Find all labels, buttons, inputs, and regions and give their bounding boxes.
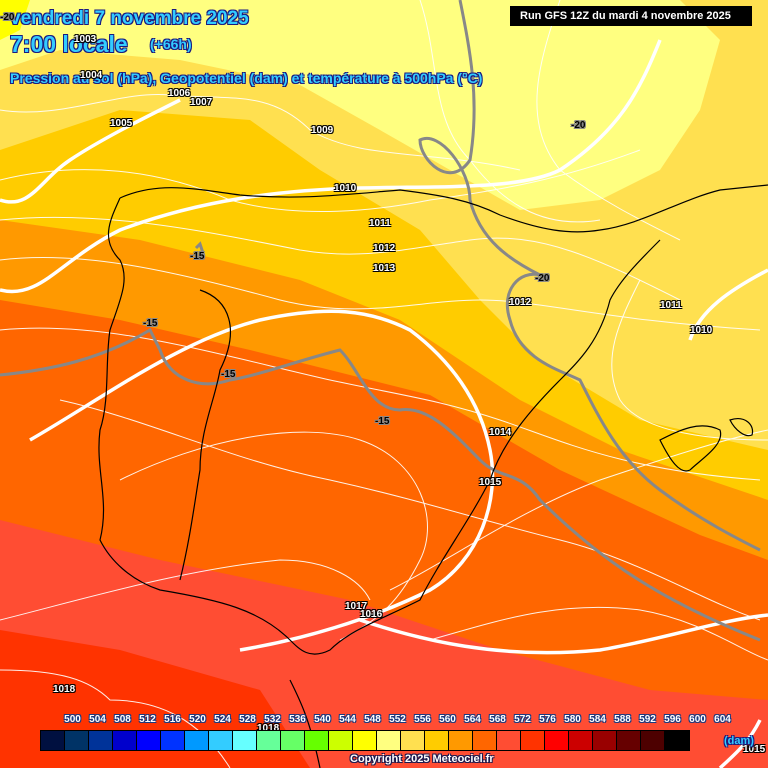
isobar-label: 1011 (660, 300, 682, 311)
legend-unit: (dam) (724, 735, 754, 747)
forecast-date: vendredi 7 novembre 2025 (10, 8, 249, 29)
legend-tick: 568 (489, 714, 506, 725)
isotherm-label: -20 (535, 273, 550, 284)
isobar-label: 1018 (53, 684, 76, 695)
legend-swatch (89, 731, 113, 750)
legend-tick: 576 (539, 714, 556, 725)
legend-tick: 588 (614, 714, 631, 725)
legend-tick: 600 (689, 714, 706, 725)
legend-swatch (257, 731, 281, 750)
legend-tick: 544 (339, 714, 356, 725)
legend-swatch (41, 731, 65, 750)
legend-tick: 504 (89, 714, 106, 725)
legend-swatch (425, 731, 449, 750)
isobar-label: 1012 (509, 297, 532, 308)
isobar-label: 1014 (489, 427, 512, 438)
legend-tick: 584 (589, 714, 606, 725)
isobar-label: 1010 (334, 183, 357, 194)
legend-tick: 580 (564, 714, 581, 725)
legend-swatch (185, 731, 209, 750)
legend-swatch (521, 731, 545, 750)
legend-swatch (137, 731, 161, 750)
isotherm-label: -15 (375, 416, 390, 427)
legend-tick: 556 (414, 714, 431, 725)
legend-tick: 524 (214, 714, 231, 725)
legend-ticks: 500 504 508 512 516 520 524 528 532 536 540 544 548 5… (60, 714, 735, 725)
legend-swatch (113, 731, 137, 750)
legend-swatch (449, 731, 473, 750)
legend-swatch (569, 731, 593, 750)
isobar-label: 1013 (373, 263, 396, 274)
legend-swatch (665, 731, 689, 750)
isotherm-label: -20 (0, 12, 15, 23)
isobar-label: 1016 (360, 609, 383, 620)
legend-tick: 532 (264, 714, 281, 725)
color-legend (40, 730, 690, 751)
isobar-label: 1018 (257, 723, 280, 734)
legend-tick: 512 (139, 714, 156, 725)
legend-tick: 560 (439, 714, 456, 725)
copyright: Copyright 2025 Meteociel.fr (350, 753, 494, 765)
isobar-label: 1017 (345, 601, 368, 612)
isobar-label: 1005 (110, 118, 133, 129)
legend-tick: 528 (239, 714, 256, 725)
legend-swatch (617, 731, 641, 750)
legend-swatch (377, 731, 401, 750)
isotherm-label: -20 (571, 120, 586, 131)
legend-swatch (161, 731, 185, 750)
legend-swatch (473, 731, 497, 750)
legend-swatch (641, 731, 665, 750)
isobar-label: 1004 (80, 70, 103, 81)
legend-swatch (497, 731, 521, 750)
isobar-label: 1010 (690, 325, 713, 336)
legend-tick: 540 (314, 714, 331, 725)
isobar-label: 1015 (479, 477, 502, 488)
isotherm-label: -15 (143, 318, 158, 329)
legend-tick: 508 (114, 714, 131, 725)
isobar-label: 1012 (373, 243, 396, 254)
legend-tick: 552 (389, 714, 406, 725)
legend-swatch (329, 731, 353, 750)
map-subtitle: Pression au sol (hPa), Geopotentiel (dam… (10, 70, 483, 86)
legend-swatch (545, 731, 569, 750)
isobar-label: 1006 (168, 88, 191, 99)
legend-tick: 604 (714, 714, 731, 725)
legend-tick: 564 (464, 714, 481, 725)
legend-tick: 536 (289, 714, 306, 725)
legend-tick: 500 (64, 714, 81, 725)
run-info-badge: Run GFS 12Z du mardi 4 novembre 2025 (510, 6, 752, 26)
isobar-label: 1009 (311, 125, 334, 136)
legend-tick: 596 (664, 714, 681, 725)
legend-swatch (401, 731, 425, 750)
isobar-label: 1003 (74, 34, 97, 45)
isobar-label: 1015 (743, 744, 766, 755)
isobar-label: 1007 (190, 97, 213, 108)
isotherm-label: -15 (190, 251, 205, 262)
forecast-lead: (+66h) (150, 36, 192, 52)
legend-swatch (305, 731, 329, 750)
isobar-label: 1011 (369, 218, 391, 229)
legend-tick: 592 (639, 714, 656, 725)
legend-swatch (65, 731, 89, 750)
legend-tick: 548 (364, 714, 381, 725)
forecast-time: 7:00 locale (10, 31, 128, 57)
legend-swatch (281, 731, 305, 750)
legend-tick: 572 (514, 714, 531, 725)
legend-swatch (593, 731, 617, 750)
legend-swatch (353, 731, 377, 750)
legend-swatch (233, 731, 257, 750)
isotherm-label: -15 (221, 369, 236, 380)
legend-tick: 520 (189, 714, 206, 725)
legend-tick: 516 (164, 714, 181, 725)
legend-swatch (209, 731, 233, 750)
